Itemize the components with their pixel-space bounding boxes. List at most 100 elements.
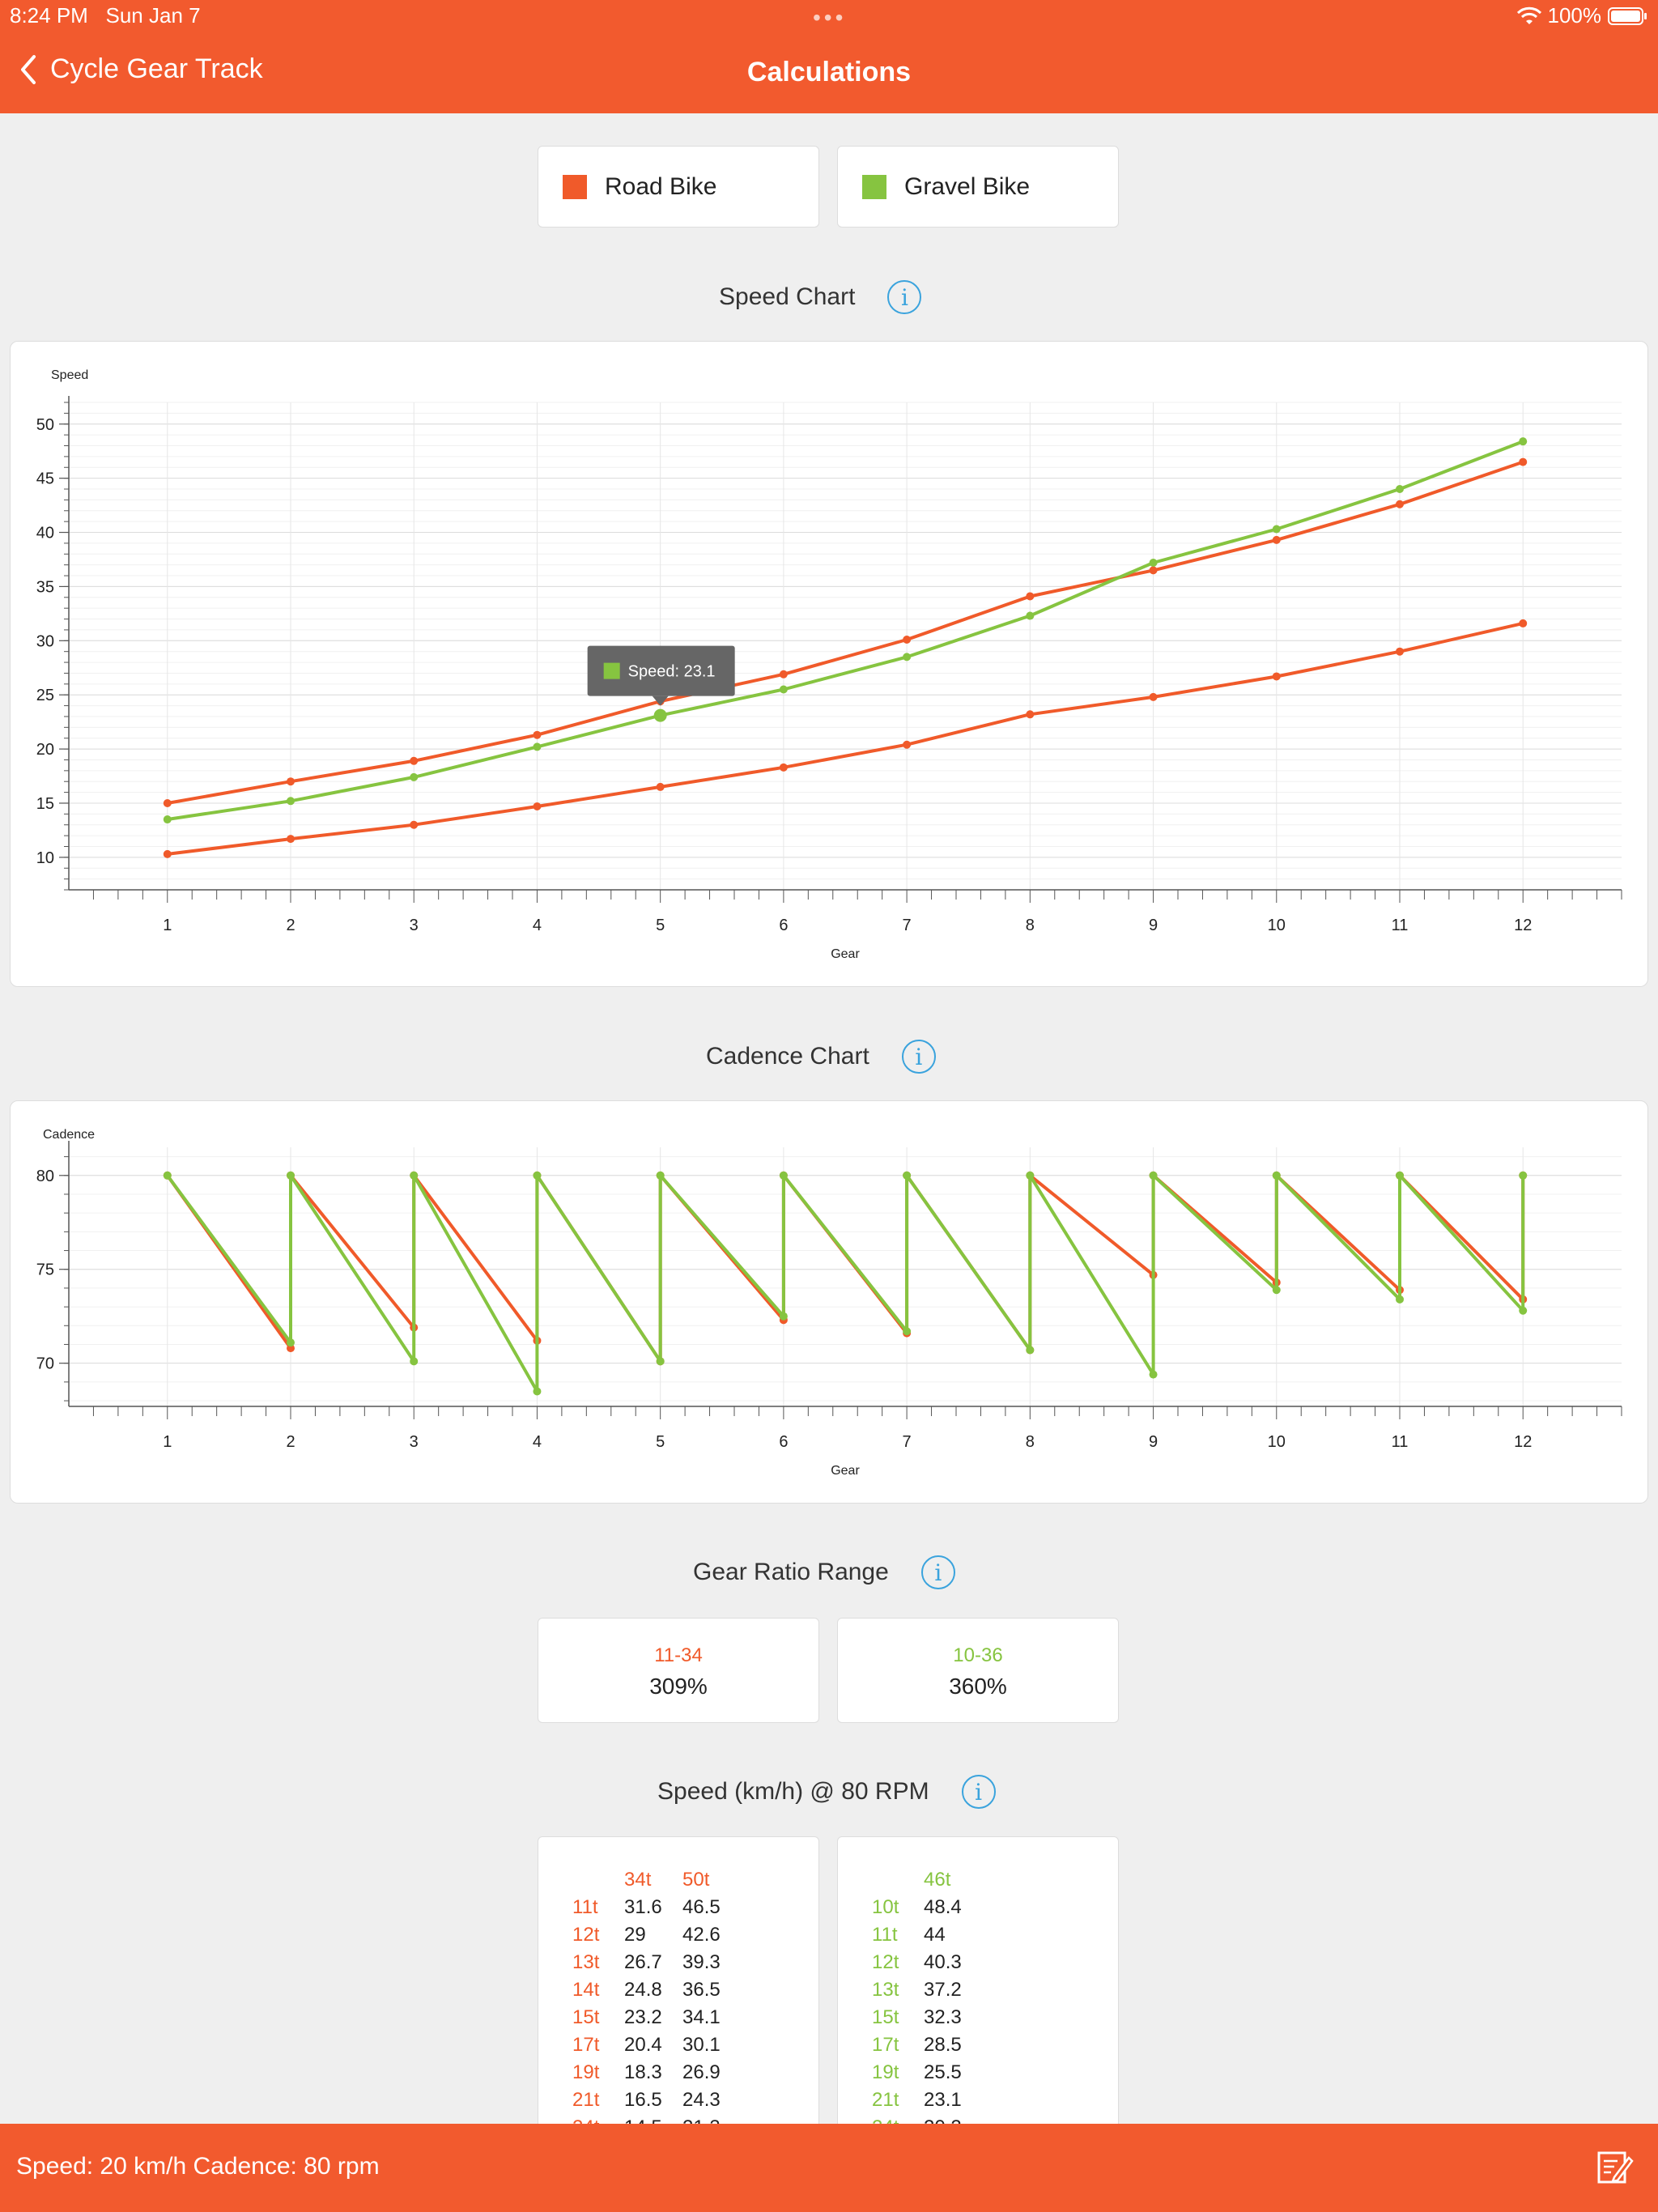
x-tick-label: 5 <box>656 1433 665 1451</box>
series-line <box>167 460 1524 805</box>
back-label: Cycle Gear Track <box>50 53 263 84</box>
y-tick-label: 80 <box>36 1168 54 1185</box>
cog-label: 12t <box>872 1951 899 1973</box>
speed-cell: 42.6 <box>682 1924 721 1946</box>
legend-gravel-bike[interactable]: Gravel Bike <box>837 146 1119 228</box>
data-point <box>1519 457 1528 466</box>
cog-label: 11t <box>872 1924 898 1946</box>
speed-cadence-summary[interactable]: Speed: 20 km/h Cadence: 80 rpm <box>16 2153 380 2180</box>
speed-cell: 23.1 <box>924 2089 962 2111</box>
data-point <box>903 1171 912 1180</box>
gravel-bike-swatch <box>862 174 886 199</box>
cog-label: 19t <box>572 2061 600 2083</box>
x-tick-label: 1 <box>163 917 172 934</box>
edit-note-icon[interactable] <box>1596 2148 1634 2185</box>
cadence-chart-heading: Cadence Chart i <box>706 1040 936 1074</box>
data-point <box>1026 611 1035 620</box>
data-point <box>656 1171 665 1180</box>
y-tick-label: 70 <box>36 1355 54 1373</box>
x-tick-label: 8 <box>1026 917 1035 934</box>
road-ratio-value: 309% <box>649 1674 708 1699</box>
data-point <box>287 1171 295 1180</box>
data-point <box>1272 535 1281 544</box>
x-tick-label: 2 <box>286 1433 295 1451</box>
data-point <box>287 835 295 844</box>
y-tick-label: 40 <box>36 525 54 542</box>
data-point <box>287 777 295 786</box>
series-line <box>166 1173 1525 1393</box>
y-axis-label: Speed <box>51 368 88 382</box>
x-tick-label: 4 <box>533 1433 542 1451</box>
cog-label: 21t <box>572 2089 600 2111</box>
data-point <box>533 802 542 810</box>
data-point <box>1149 1370 1158 1379</box>
speed-cell: 16.5 <box>624 2089 662 2111</box>
info-icon[interactable]: i <box>901 1040 936 1074</box>
header-cell: 34t <box>624 1869 652 1891</box>
x-tick-label: 11 <box>1392 917 1409 934</box>
data-point <box>1519 1171 1528 1180</box>
tooltip-pointer <box>652 696 669 706</box>
y-tick-label: 30 <box>36 632 54 650</box>
road-bike-label: Road Bike <box>605 172 717 200</box>
speed-cell: 39.3 <box>682 1951 721 1973</box>
speed-chart-title: Speed Chart <box>719 283 856 310</box>
cog-label: 12t <box>572 1924 600 1946</box>
data-point <box>903 740 912 749</box>
speed-cell: 40.3 <box>924 1951 962 1973</box>
data-point <box>163 798 172 807</box>
y-tick-label: 35 <box>36 578 54 596</box>
x-tick-label: 5 <box>656 917 665 934</box>
y-axis-label: Cadence <box>43 1128 95 1142</box>
multitasking-dots-icon[interactable]: ••• <box>813 5 847 30</box>
series-line <box>167 440 1524 821</box>
rpm-heading: Speed (km/h) @ 80 RPM i <box>657 1775 996 1809</box>
data-point <box>1149 566 1158 575</box>
speed-cell: 18.3 <box>624 2061 662 2083</box>
header-cell: 46t <box>924 1869 951 1891</box>
info-icon[interactable]: i <box>961 1775 996 1809</box>
data-point <box>903 1327 912 1336</box>
data-point <box>1396 647 1404 656</box>
speed-cell: 25.5 <box>924 2061 962 2083</box>
data-point <box>1149 1171 1158 1180</box>
data-point <box>1272 672 1281 681</box>
data-point <box>1396 1171 1404 1180</box>
y-tick-label: 75 <box>36 1261 54 1279</box>
cog-label: 15t <box>572 2006 600 2028</box>
page-title: Calculations <box>746 57 912 87</box>
back-button[interactable]: Cycle Gear Track <box>19 53 263 85</box>
data-point <box>903 653 912 661</box>
speed-cell: 31.6 <box>624 1896 662 1918</box>
legend-road-bike[interactable]: Road Bike <box>538 146 819 228</box>
speed-cell: 23.2 <box>624 2006 662 2028</box>
data-point <box>410 820 419 829</box>
cadence-chart-card: 70 75 80 1 2 3 4 5 6 7 8 9 10 11 12 Cadence Gear <box>10 1100 1648 1504</box>
speed-cell: 44 <box>924 1924 946 1946</box>
speed-cell: 29 <box>624 1924 646 1946</box>
cog-label: 17t <box>572 2034 600 2056</box>
data-point <box>1149 692 1158 701</box>
x-axis-label: Gear <box>831 1464 860 1478</box>
speed-cell: 30.1 <box>682 2034 721 2056</box>
data-point <box>163 1171 172 1180</box>
data-point <box>779 670 788 678</box>
data-point <box>533 730 542 739</box>
status-time-date: 8:24 PM Sun Jan 7 <box>10 3 201 28</box>
data-point <box>1272 1171 1281 1180</box>
x-tick-label: 9 <box>1149 1433 1158 1451</box>
data-point <box>163 849 172 858</box>
data-point <box>533 742 542 751</box>
rpm-title: Speed (km/h) @ 80 RPM <box>657 1778 929 1805</box>
data-point <box>1519 619 1528 627</box>
data-point <box>779 1171 788 1180</box>
battery-percent: 100% <box>1547 3 1602 28</box>
data-point <box>779 685 788 694</box>
cog-label: 13t <box>872 1979 899 2001</box>
x-tick-label: 8 <box>1026 1433 1035 1451</box>
data-point <box>287 797 295 806</box>
info-icon[interactable]: i <box>920 1555 955 1589</box>
info-icon[interactable]: i <box>887 280 922 314</box>
